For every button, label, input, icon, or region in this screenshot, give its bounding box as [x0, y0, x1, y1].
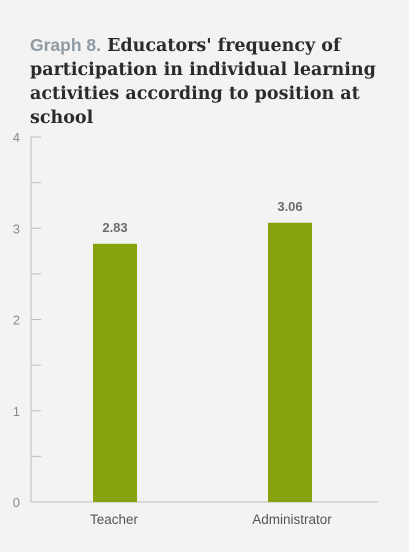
y-tick-label: 1 — [13, 404, 20, 419]
chart-title-prefix: Graph 8. — [30, 35, 101, 55]
chart-title: Graph 8. Educators' frequency of partici… — [30, 33, 390, 130]
bar-value-label: 3.06 — [277, 199, 302, 214]
x-category-label: Administrator — [252, 512, 332, 527]
chart-title-text: Educators' frequency of participation in… — [30, 36, 376, 128]
y-tick-label: 3 — [13, 221, 20, 236]
bar-value-label: 2.83 — [102, 220, 127, 235]
y-tick-label: 4 — [13, 130, 20, 145]
chart-axes — [30, 136, 378, 503]
y-tick-label: 2 — [13, 313, 20, 328]
x-category-label: Teacher — [90, 512, 139, 527]
chart-bars — [93, 222, 312, 502]
bar-administrator — [268, 222, 312, 502]
y-tick-label: 0 — [13, 495, 20, 510]
bar-teacher — [93, 243, 137, 502]
chart-labels: 0 1 2 3 4 2.83 Teacher 3.06 Administrator — [13, 130, 332, 527]
